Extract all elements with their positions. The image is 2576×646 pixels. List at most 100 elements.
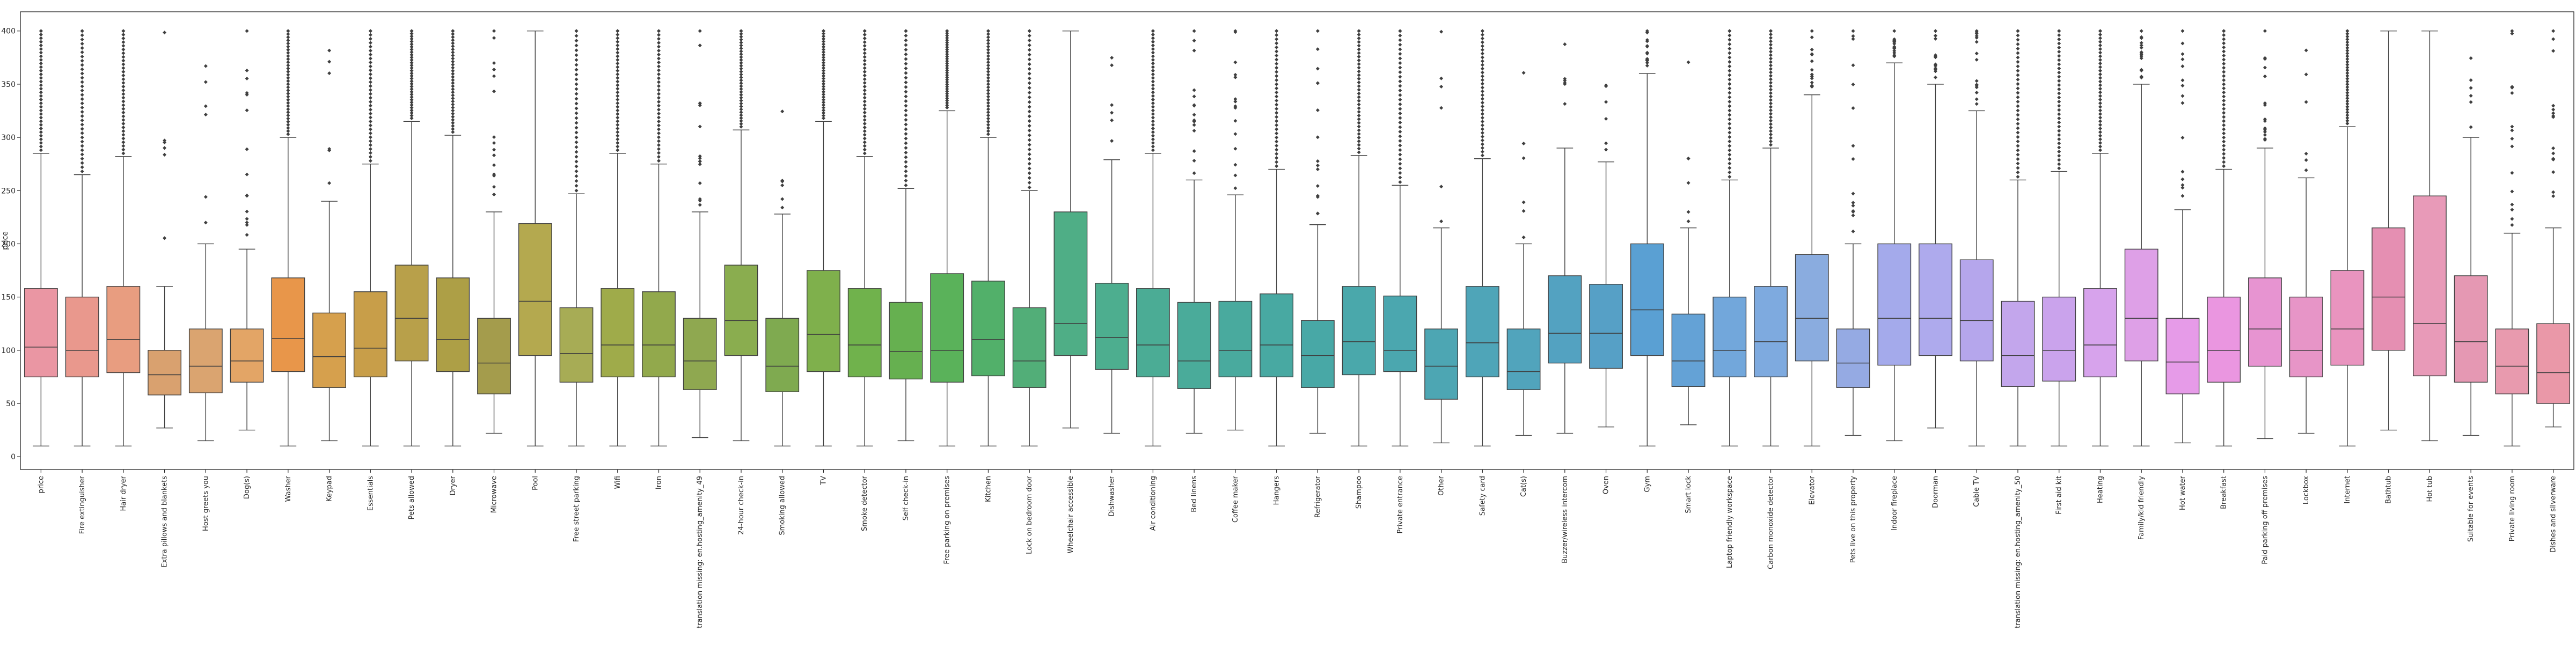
outlier-point [862,151,867,156]
outlier-point [451,65,455,70]
box [1300,320,1335,388]
outlier-point [39,144,43,149]
outlier-point [80,71,84,76]
outlier-point [945,68,949,72]
outlier-point [2098,54,2102,58]
outlier-point [904,90,908,94]
outlier-point [245,172,249,177]
outlier-point [2180,186,2185,190]
outlier-point [1563,78,1567,83]
outlier-point [698,124,702,129]
outlier-point [1275,94,1279,99]
outlier-point [2057,150,2061,154]
outlier-point [616,36,620,40]
outlier-point [1275,86,1279,91]
outlier-point [1480,97,1484,101]
outlier-point [368,155,372,159]
outlier-point [245,108,249,113]
outlier-point [409,71,414,76]
outlier-point [1851,203,1855,208]
outlier-point [409,90,414,94]
outlier-point [2057,70,2061,75]
outlier-point [1357,121,1361,125]
outlier-point [1769,42,1773,47]
x-tick-label: Pets allowed [408,476,416,519]
outlier-point [368,88,372,92]
outlier-point [368,45,372,49]
outlier-point [1728,82,1732,86]
outlier-point [2222,37,2226,41]
outlier-point [2098,90,2102,94]
box-group [1589,83,1623,428]
outlier-point [1728,170,1732,174]
box [312,312,346,388]
outlier-point [2057,49,2061,54]
outlier-point [1398,75,1402,79]
outlier-point [2345,52,2350,56]
x-tick-label: Hot water [2179,475,2187,510]
outlier-point [1275,131,1279,136]
outlier-point [698,156,702,160]
outlier-point [862,140,867,144]
outlier-point [1728,99,1732,104]
outlier-point [739,113,743,118]
outlier-point [945,29,949,33]
outlier-point [1151,61,1155,65]
outlier-point [2016,99,2020,104]
outlier-point [1728,148,1732,152]
outlier-point [409,116,414,120]
outlier-point [2180,170,2185,174]
outlier-point [1521,156,1526,160]
outlier-point [1934,53,1937,57]
outlier-point [862,125,867,129]
outlier-point [1728,51,1732,55]
outlier-point [2098,148,2102,152]
outlier-point [1769,94,1773,99]
outlier-point [986,88,990,92]
outlier-point [2263,65,2267,70]
outlier-point [1480,78,1484,82]
outlier-point [1233,97,1238,101]
outlier-point [821,32,825,36]
outlier-point [1151,90,1155,94]
outlier-point [945,99,949,103]
outlier-point [904,104,908,108]
outlier-point [1398,116,1402,120]
outlier-point [574,82,579,86]
outlier-point [451,112,455,116]
outlier-point [2222,119,2226,123]
outlier-point [862,40,867,44]
outlier-point [1398,52,1402,56]
outlier-point [2057,79,2061,83]
outlier-point [2345,46,2350,50]
outlier-point [657,112,661,116]
box-group [1300,29,1335,434]
outlier-point [1728,122,1732,126]
outlier-point [1275,119,1279,123]
box-group [1218,29,1253,431]
outlier-point [368,127,372,131]
outlier-point [2139,46,2143,50]
outlier-point [821,61,825,65]
outlier-point [2098,119,2102,123]
outlier-point [616,112,620,116]
outlier-point [2098,43,2102,48]
outlier-point [1027,152,1031,156]
outlier-point [2345,116,2350,120]
outlier-point [2222,29,2226,33]
outlier-point [451,75,455,79]
outlier-point [986,126,990,130]
outlier-point [862,55,867,59]
outlier-point [2016,95,2020,99]
outlier-point [451,35,455,39]
box [1260,293,1294,378]
outlier-point [657,84,661,88]
outlier-point [945,103,949,107]
outlier-point [616,134,620,138]
outlier-point [2016,122,2020,126]
boxes-layer [24,29,2571,447]
outlier-point [1892,40,1897,44]
outlier-point [574,68,579,72]
outlier-point [904,155,908,159]
outlier-point [80,97,84,101]
